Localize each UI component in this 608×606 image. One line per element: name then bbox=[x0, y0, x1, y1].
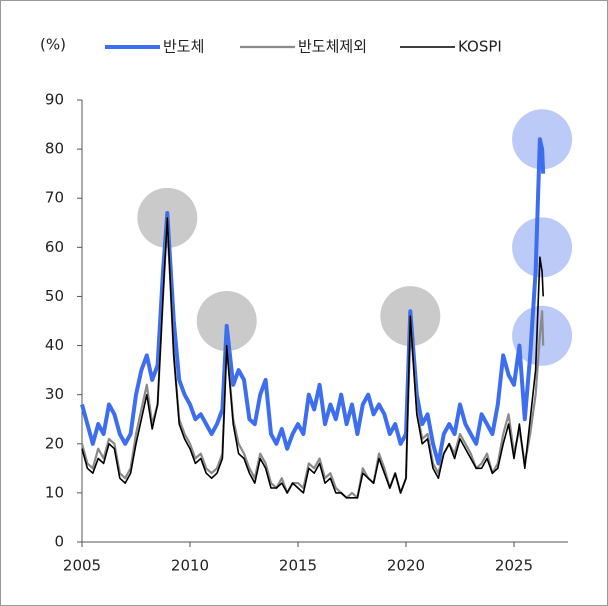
x-tick-label: 2015 bbox=[279, 557, 317, 575]
legend-label: KOSPI bbox=[458, 38, 502, 56]
y-tick-label: 50 bbox=[45, 287, 64, 305]
legend-label: 반도체제외 bbox=[298, 38, 367, 56]
y-tick-label: 20 bbox=[45, 434, 64, 452]
series-line bbox=[81, 217, 544, 499]
highlight-circle bbox=[196, 291, 257, 351]
x-tick-label: 2010 bbox=[171, 557, 209, 575]
y-tick-label: 80 bbox=[45, 140, 64, 158]
y-tick-label: 90 bbox=[45, 91, 64, 109]
series-line bbox=[80, 137, 546, 466]
x-tick-label: 2020 bbox=[387, 557, 425, 575]
series-line bbox=[80, 216, 545, 499]
y-tick-label: 30 bbox=[45, 385, 64, 403]
highlight-circle bbox=[512, 217, 573, 278]
y-tick-label: 10 bbox=[45, 483, 64, 501]
legend-label: 반도체 bbox=[163, 38, 204, 56]
y-tick-label: 70 bbox=[45, 189, 64, 207]
x-tick-label: 2025 bbox=[495, 557, 533, 575]
x-tick-label: 2005 bbox=[63, 557, 101, 575]
highlight-circle bbox=[512, 109, 573, 170]
y-tick-label: 60 bbox=[45, 238, 64, 256]
y-unit-label: (%) bbox=[40, 36, 66, 54]
y-tick-label: 0 bbox=[54, 533, 64, 551]
y-tick-label: 40 bbox=[45, 336, 64, 354]
